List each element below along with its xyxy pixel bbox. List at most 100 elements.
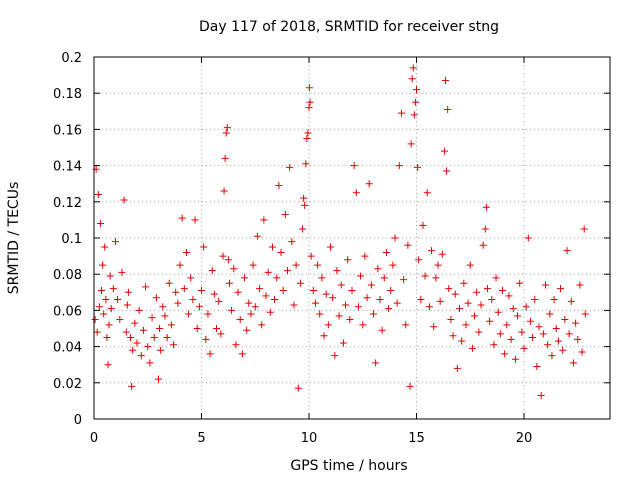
data-point	[428, 247, 436, 255]
data-point	[123, 301, 131, 309]
data-point	[413, 86, 420, 94]
data-point	[301, 201, 309, 209]
data-point	[432, 274, 440, 282]
data-point	[466, 261, 474, 269]
data-point	[559, 346, 567, 354]
data-point	[370, 310, 377, 318]
data-point	[529, 334, 537, 342]
data-point	[208, 267, 216, 275]
data-point	[264, 268, 272, 276]
y-tick-labels: 0 0.02 0.04 0.06 0.08 0.1 0.12 0.14 0.16 0.18 0.2	[53, 51, 82, 428]
data-point	[146, 359, 154, 367]
data-point	[354, 303, 362, 311]
data-point	[174, 299, 182, 307]
data-point	[91, 315, 99, 323]
data-point	[100, 310, 108, 318]
axis-ticks	[93, 56, 610, 420]
data-point	[410, 111, 418, 119]
data-point	[333, 267, 341, 275]
data-point	[552, 325, 560, 332]
data-point	[397, 109, 405, 117]
data-point	[191, 216, 199, 224]
data-point	[213, 325, 221, 332]
data-point	[494, 308, 502, 316]
data-point	[206, 350, 214, 358]
data-point	[445, 285, 453, 293]
data-point	[486, 317, 494, 325]
data-point	[300, 194, 308, 202]
data-point	[505, 292, 513, 300]
data-point	[331, 352, 339, 360]
data-point	[387, 286, 395, 294]
data-point	[468, 344, 476, 352]
data-point	[361, 252, 369, 260]
data-point	[350, 162, 358, 170]
data-point	[378, 326, 386, 334]
data-point	[150, 334, 158, 342]
data-point	[204, 310, 212, 318]
data-point	[335, 312, 343, 320]
data-point	[400, 276, 408, 284]
y-tick-label: 0.1	[61, 232, 82, 247]
data-point	[385, 305, 393, 313]
y-tick-label: 0.02	[53, 377, 82, 392]
data-point	[193, 325, 201, 332]
data-point	[395, 162, 403, 170]
data-point	[198, 286, 205, 294]
x-axis-label: GPS time / hours	[290, 458, 407, 474]
data-point	[306, 98, 314, 106]
data-point	[337, 281, 345, 289]
data-point	[294, 384, 302, 392]
data-point	[408, 75, 416, 83]
data-point	[236, 315, 244, 323]
data-point	[139, 326, 147, 334]
y-tick-label: 0.04	[53, 341, 82, 356]
data-point	[453, 364, 461, 372]
data-point	[563, 247, 571, 255]
data-point	[224, 256, 232, 264]
data-point	[514, 312, 522, 320]
data-point	[93, 328, 101, 336]
data-point	[223, 124, 231, 132]
data-point	[249, 261, 257, 269]
data-point	[352, 189, 360, 197]
data-point	[167, 321, 175, 329]
y-tick-label: 0.2	[61, 51, 82, 66]
data-point	[342, 301, 350, 309]
data-point	[479, 241, 487, 249]
data-point	[120, 196, 128, 204]
data-point	[542, 281, 549, 289]
data-point	[247, 310, 255, 318]
data-point	[516, 279, 524, 287]
data-point	[567, 297, 575, 305]
data-point	[329, 294, 337, 302]
data-point	[101, 243, 109, 251]
data-point	[524, 234, 532, 242]
data-point	[112, 238, 119, 246]
data-point	[430, 323, 438, 331]
data-point	[365, 180, 373, 188]
data-point	[256, 285, 264, 293]
data-point	[406, 382, 414, 390]
data-point	[576, 281, 584, 289]
data-point	[217, 330, 225, 338]
data-point	[99, 261, 107, 269]
data-point	[537, 391, 545, 399]
data-point	[574, 335, 582, 343]
data-point	[275, 182, 283, 190]
data-point	[423, 189, 431, 197]
data-point	[210, 290, 218, 298]
data-point	[531, 296, 539, 304]
chart-title: Day 117 of 2018, SRMTID for receiver stn…	[199, 19, 499, 35]
data-point	[187, 274, 195, 282]
data-point	[402, 321, 410, 329]
data-point	[128, 382, 136, 390]
data-point	[578, 348, 586, 356]
data-point	[314, 261, 322, 269]
data-point	[215, 297, 223, 305]
data-point	[220, 187, 228, 195]
data-point	[344, 256, 352, 264]
data-point	[374, 265, 382, 273]
data-point	[442, 77, 450, 85]
